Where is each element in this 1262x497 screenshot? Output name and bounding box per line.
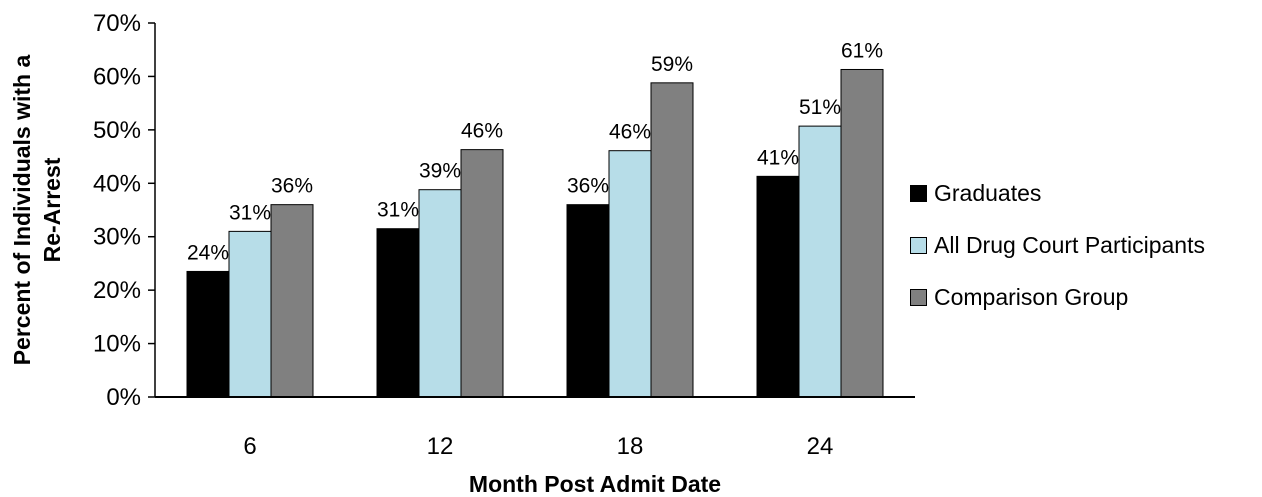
data-label: 36% bbox=[567, 175, 609, 198]
legend-item-all-participants: All Drug Court Participants bbox=[910, 232, 1205, 258]
data-label: 59% bbox=[651, 53, 693, 76]
bar-all-drug-court-participants-18 bbox=[608, 150, 652, 398]
bar-graduates-24 bbox=[756, 175, 800, 398]
bar-series bbox=[186, 68, 884, 398]
bar-all-drug-court-participants-24 bbox=[798, 125, 842, 398]
y-tick-label: 10% bbox=[93, 331, 141, 358]
legend-item-graduates: Graduates bbox=[910, 180, 1205, 206]
data-labels: 24%31%36%31%39%46%36%46%59%41%51%61% bbox=[187, 39, 883, 264]
legend-item-comparison: Comparison Group bbox=[910, 284, 1205, 310]
x-tick-label: 12 bbox=[427, 433, 454, 460]
x-tick-label: 24 bbox=[807, 433, 834, 460]
bar-comparison-group-12 bbox=[460, 149, 504, 398]
data-label: 31% bbox=[229, 201, 271, 224]
y-axis-title: Percent of Individuals with a Re-Arrest bbox=[9, 55, 65, 366]
data-label: 39% bbox=[419, 160, 461, 183]
y-axis-title-line-1: Percent of Individuals with a bbox=[9, 55, 35, 366]
legend-swatch-graduates bbox=[910, 184, 927, 202]
data-label: 46% bbox=[461, 120, 503, 143]
legend-swatch-all-participants bbox=[910, 236, 927, 254]
bar-graduates-12 bbox=[376, 228, 420, 398]
x-tick-label: 6 bbox=[243, 433, 256, 460]
data-label: 51% bbox=[799, 96, 841, 119]
bar-graduates-18 bbox=[566, 204, 610, 398]
y-tick-label: 70% bbox=[93, 10, 141, 37]
y-tick-label: 60% bbox=[93, 63, 141, 90]
legend-label-comparison: Comparison Group bbox=[934, 283, 1129, 310]
y-tick-label: 0% bbox=[106, 384, 141, 411]
legend-label-all-participants: All Drug Court Participants bbox=[934, 231, 1205, 258]
bar-comparison-group-24 bbox=[840, 68, 884, 398]
bar-graduates-6 bbox=[186, 270, 230, 398]
bar-comparison-group-18 bbox=[650, 82, 694, 398]
y-axis-title-line-2: Re-Arrest bbox=[39, 157, 65, 262]
data-label: 31% bbox=[377, 199, 419, 222]
legend-swatch-comparison bbox=[910, 288, 927, 306]
data-label: 24% bbox=[187, 241, 229, 264]
x-axis-ticks: 6 12 18 24 bbox=[243, 433, 833, 460]
y-tick-label: 50% bbox=[93, 117, 141, 144]
data-label: 41% bbox=[757, 146, 799, 169]
y-tick-label: 20% bbox=[93, 277, 141, 304]
y-axis-ticks: 0% 10% 20% 30% 40% 50% 60% 70% bbox=[93, 10, 155, 411]
bar-all-drug-court-participants-6 bbox=[228, 230, 272, 398]
legend-label-graduates: Graduates bbox=[934, 179, 1042, 206]
x-axis-title: Month Post Admit Date bbox=[469, 471, 721, 497]
y-tick-label: 30% bbox=[93, 224, 141, 251]
bar-all-drug-court-participants-12 bbox=[418, 189, 462, 398]
legend: Graduates All Drug Court Participants Co… bbox=[910, 180, 1205, 336]
y-tick-label: 40% bbox=[93, 170, 141, 197]
x-tick-label: 18 bbox=[617, 433, 644, 460]
bar-comparison-group-6 bbox=[270, 204, 314, 398]
data-label: 46% bbox=[609, 121, 651, 144]
data-label: 36% bbox=[271, 175, 313, 198]
data-label: 61% bbox=[841, 39, 883, 62]
